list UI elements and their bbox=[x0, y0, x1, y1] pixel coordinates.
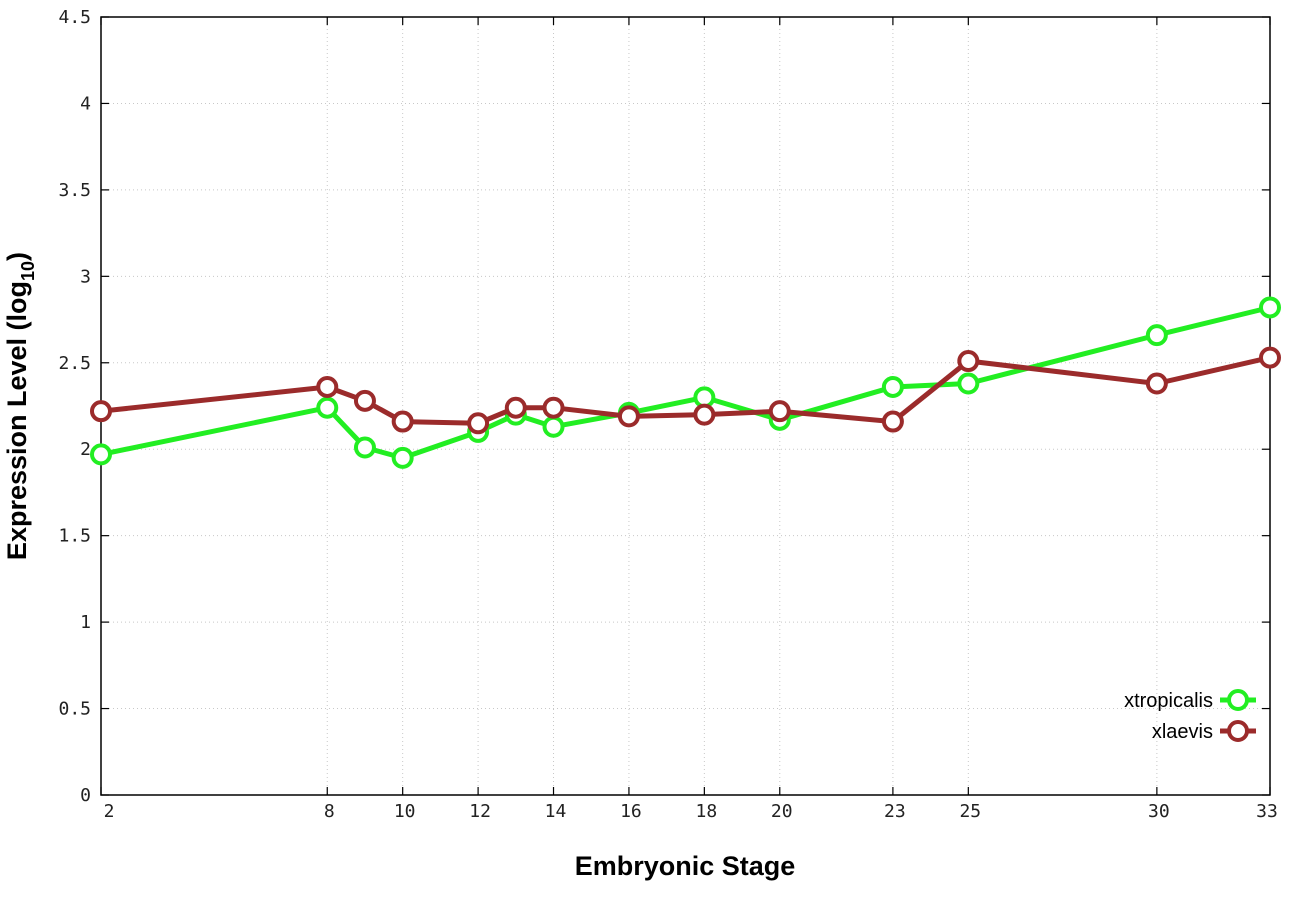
data-point bbox=[467, 412, 490, 435]
x-tick-label: 23 bbox=[884, 801, 906, 822]
data-point bbox=[504, 396, 527, 419]
data-point bbox=[353, 389, 376, 412]
series-group bbox=[90, 296, 1281, 469]
y-axis-title-main: Expression Level (log bbox=[2, 281, 32, 560]
legend-label: xlaevis bbox=[1152, 721, 1213, 743]
data-point bbox=[617, 405, 640, 428]
data-point bbox=[542, 415, 565, 438]
y-tick-label: 3.5 bbox=[58, 180, 91, 201]
data-point bbox=[1145, 324, 1168, 347]
x-tick-label: 12 bbox=[469, 801, 491, 822]
x-tick-label: 2 bbox=[104, 801, 115, 822]
y-axis-title: Expression Level (log10) bbox=[2, 252, 38, 560]
data-point bbox=[1145, 372, 1168, 395]
y-tick-label: 2.5 bbox=[58, 353, 91, 374]
y-tick-label: 0.5 bbox=[58, 699, 91, 720]
legend-item-xlaevis: xlaevis bbox=[1152, 720, 1256, 743]
x-axis-title: Embryonic Stage bbox=[575, 851, 796, 881]
data-point bbox=[90, 400, 112, 423]
data-point bbox=[542, 396, 565, 419]
data-point bbox=[316, 396, 339, 419]
y-tick-label: 0 bbox=[80, 785, 91, 806]
x-tick-label: 8 bbox=[324, 801, 335, 822]
series-xlaevis bbox=[90, 346, 1281, 435]
x-axis: 2 8 10 12 14 16 18 20 23 25 30 33 bbox=[100, 17, 1278, 822]
x-tick-label: 25 bbox=[959, 801, 981, 822]
data-point bbox=[353, 436, 376, 459]
y-tick-label: 4.5 bbox=[58, 7, 91, 28]
series-xtropicalis bbox=[90, 296, 1281, 469]
x-tick-label: 14 bbox=[545, 801, 567, 822]
data-point bbox=[881, 375, 904, 398]
data-point bbox=[316, 375, 339, 398]
y-tick-label: 4 bbox=[80, 93, 91, 114]
data-point bbox=[391, 446, 414, 469]
legend: xtropicalis xlaevis bbox=[1124, 689, 1256, 743]
data-point bbox=[693, 403, 716, 426]
legend-item-xtropicalis: xtropicalis bbox=[1124, 689, 1256, 712]
y-tick-label: 2 bbox=[80, 439, 91, 460]
legend-marker bbox=[1227, 720, 1249, 742]
y-tick-label: 1.5 bbox=[58, 526, 91, 547]
data-point bbox=[1259, 296, 1281, 319]
data-point bbox=[957, 372, 980, 395]
legend-marker bbox=[1227, 689, 1249, 711]
data-point bbox=[391, 410, 414, 433]
y-tick-label: 3 bbox=[80, 266, 91, 287]
x-tick-label: 20 bbox=[771, 801, 793, 822]
y-axis-title-subscript: 10 bbox=[18, 261, 38, 281]
data-point bbox=[957, 350, 980, 373]
x-tick-label: 33 bbox=[1256, 801, 1278, 822]
data-point bbox=[1259, 346, 1281, 369]
x-tick-label: 30 bbox=[1148, 801, 1170, 822]
x-tick-label: 10 bbox=[394, 801, 416, 822]
x-tick-label: 18 bbox=[696, 801, 718, 822]
data-point bbox=[90, 443, 112, 466]
x-tick-label: 16 bbox=[620, 801, 642, 822]
y-tick-label: 1 bbox=[80, 612, 91, 633]
data-point bbox=[881, 410, 904, 433]
y-axis-title-close: ) bbox=[2, 252, 32, 261]
data-point bbox=[768, 400, 791, 423]
legend-label: xtropicalis bbox=[1124, 690, 1213, 712]
